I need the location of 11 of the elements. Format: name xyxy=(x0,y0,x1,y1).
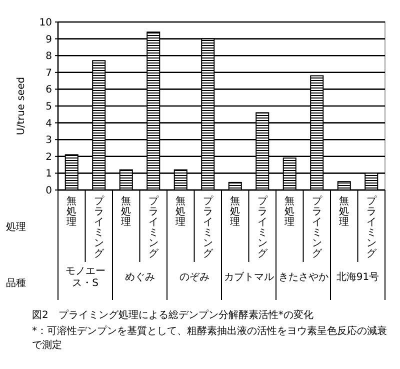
text: 品種 xyxy=(6,278,26,289)
text: モノエース・S xyxy=(65,266,106,289)
text: カブトマル xyxy=(224,271,274,283)
text: *：可溶性デンプンを基質として、粗酵素抽出液の活性をヨウ素呈色反応の減衰で測定 xyxy=(32,325,387,351)
text: のぞみ xyxy=(179,272,210,283)
text: めぐみ xyxy=(124,272,155,283)
caption: 図2 プライミング処理による総デンプン分解酵素活性*の変化 xyxy=(32,309,314,321)
y-axis-title: U/true seed xyxy=(16,76,27,136)
text: きたさやか xyxy=(278,272,328,283)
text: 処理 xyxy=(6,222,26,233)
text: 北海91号 xyxy=(336,271,380,283)
